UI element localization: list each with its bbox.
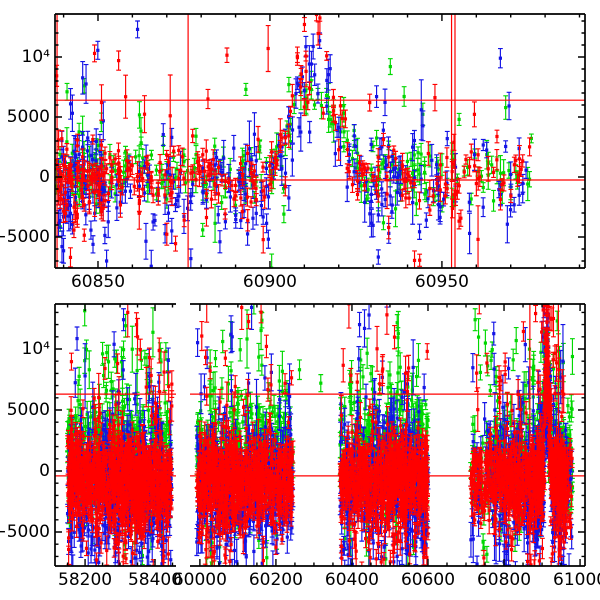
light-curve-figure: −50000500010⁴608506090060950−50000500010… [0,0,600,600]
light-curve-canvas [0,0,600,600]
